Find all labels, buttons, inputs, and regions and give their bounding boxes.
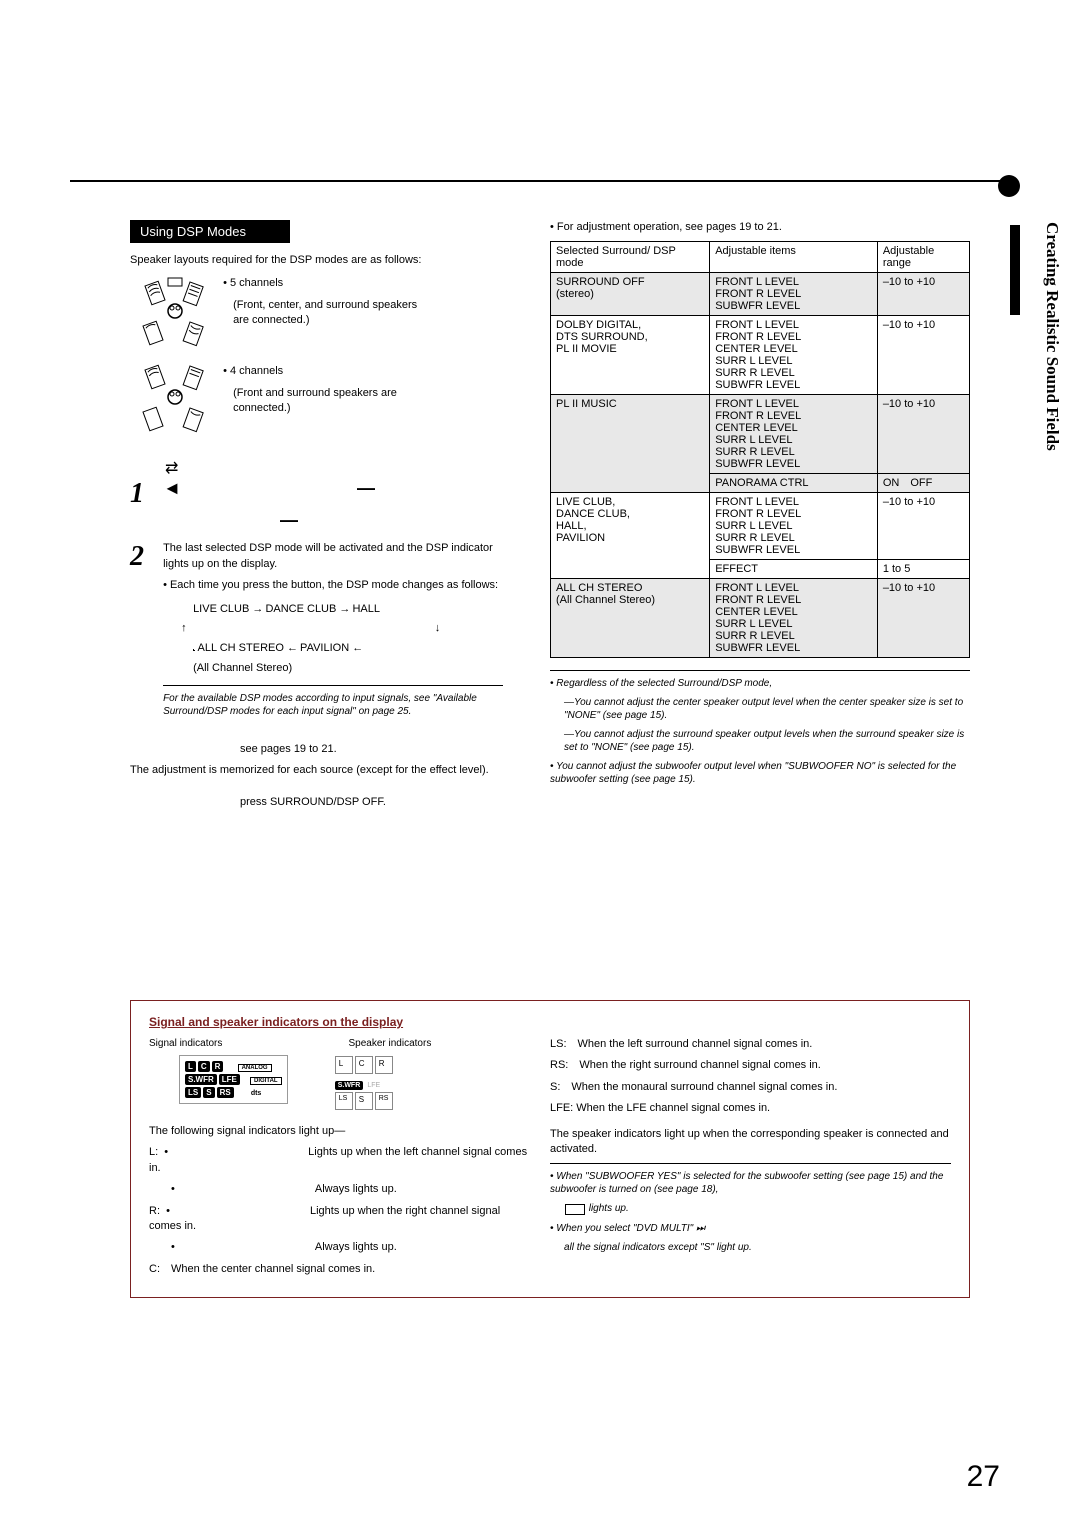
adjust-see-pages: see pages 19 to 21. bbox=[240, 742, 516, 757]
indicator-R-always: •Always lights up. bbox=[149, 1240, 534, 1255]
right-column: • For adjustment operation, see pages 19… bbox=[550, 220, 970, 792]
speaker-layout-5ch-icon bbox=[130, 276, 220, 356]
intro-text: Speaker layouts required for the DSP mod… bbox=[130, 253, 516, 268]
rule-dot bbox=[998, 175, 1020, 197]
step-2-text-1: The last selected DSP mode will be activ… bbox=[163, 541, 503, 572]
adjustable-items-table: Selected Surround/ DSP mode Adjustable i… bbox=[550, 241, 970, 658]
step-1-dash: — bbox=[357, 478, 375, 498]
box-note-2: • When you select "DVD MULTI" ⏭ bbox=[550, 1222, 951, 1235]
speaker-indicators-label: Speaker indicators bbox=[349, 1038, 432, 1049]
right-note-1b: —You cannot adjust the surround speaker … bbox=[550, 728, 970, 754]
indicator-LFE: LFE: When the LFE channel signal comes i… bbox=[550, 1101, 951, 1116]
table-row: SURROUND OFF (stereo)FRONT L LEVEL FRONT… bbox=[551, 273, 970, 316]
table-row: LIVE CLUB, DANCE CLUB, HALL, PAVILIONFRO… bbox=[551, 493, 970, 560]
speaker-indicator-panel: LCR S.WFR LFE LSSRS bbox=[334, 1055, 394, 1114]
table-header-mode: Selected Surround/ DSP mode bbox=[551, 242, 710, 273]
indicator-C: C: When the center channel signal comes … bbox=[149, 1262, 534, 1277]
box-note-1a: lights up. bbox=[550, 1202, 951, 1216]
right-note-2: • You cannot adjust the subwoofer output… bbox=[550, 760, 970, 786]
indicator-LS: LS: When the left surround channel signa… bbox=[550, 1037, 951, 1052]
page-number: 27 bbox=[967, 1460, 1000, 1494]
indicator-L: L: •Lights up when the left channel sign… bbox=[149, 1145, 534, 1176]
indicator-R: R: •Lights up when the right channel sig… bbox=[149, 1204, 534, 1235]
step-2-text-2: • Each time you press the button, the DS… bbox=[163, 578, 503, 593]
step-1-arrow: ◄ bbox=[163, 478, 181, 498]
table-row: DOLBY DIGITAL, DTS SURROUND, PL II MOVIE… bbox=[551, 316, 970, 395]
table-row: ALL CH STEREO (All Channel Stereo)FRONT … bbox=[551, 579, 970, 658]
step-1-number: 1 bbox=[130, 478, 160, 510]
cancel-text: press SURROUND/DSP OFF. bbox=[240, 795, 516, 810]
side-tab-text: Creating Realistic Sound Fields bbox=[1042, 222, 1062, 451]
indicator-info-box: Signal and speaker indicators on the dis… bbox=[130, 1000, 970, 1298]
section-heading: Using DSP Modes bbox=[130, 220, 290, 243]
right-intro: • For adjustment operation, see pages 19… bbox=[550, 220, 970, 235]
signal-indicators-label: Signal indicators bbox=[149, 1038, 222, 1049]
box-note-1: • When "SUBWOOFER YES" is selected for t… bbox=[550, 1170, 951, 1196]
layout-5ch-desc: (Front, center, and surround speakers ar… bbox=[223, 298, 433, 329]
rule-top bbox=[70, 180, 1005, 182]
adjust-memorized: The adjustment is memorized for each sou… bbox=[130, 763, 516, 778]
right-note-1a: —You cannot adjust the center speaker ou… bbox=[550, 696, 970, 722]
step-2-number: 2 bbox=[130, 541, 160, 573]
layout-5ch-title: • 5 channels bbox=[223, 276, 433, 291]
following-indicators-text: The following signal indicators light up… bbox=[149, 1124, 534, 1139]
indicator-box-title: Signal and speaker indicators on the dis… bbox=[149, 1015, 951, 1029]
signal-indicator-panel: LCR ANALOG S.WFRLFE DIGITAL LSSRS dts bbox=[179, 1055, 288, 1104]
speaker-indicator-text: The speaker indicators light up when the… bbox=[550, 1127, 951, 1158]
table-header-range: Adjustable range bbox=[877, 242, 969, 273]
left-column: Using DSP Modes Speaker layouts required… bbox=[130, 220, 516, 816]
indicator-L-always: •Always lights up. bbox=[149, 1182, 534, 1197]
dsp-availability-note: For the available DSP modes according to… bbox=[163, 692, 503, 718]
layout-4ch-title: • 4 channels bbox=[223, 364, 433, 379]
layout-4ch-desc: (Front and surround speakers are connect… bbox=[223, 386, 433, 417]
indicator-RS: RS: When the right surround channel sign… bbox=[550, 1058, 951, 1073]
table-header-items: Adjustable items bbox=[710, 242, 878, 273]
speaker-layout-4ch-icon bbox=[130, 364, 220, 444]
box-note-2b: all the signal indicators except "S" lig… bbox=[550, 1241, 951, 1254]
dsp-mode-flow: LIVE CLUB → DANCE CLUB → HALL ↑ ↓ ALL CH… bbox=[193, 600, 503, 679]
side-tab-bar bbox=[1010, 225, 1020, 315]
table-row: PL II MUSICFRONT L LEVEL FRONT R LEVEL C… bbox=[551, 395, 970, 474]
indicator-S: S: When the monaural surround channel si… bbox=[550, 1080, 951, 1095]
right-note-1: • Regardless of the selected Surround/DS… bbox=[550, 677, 970, 690]
